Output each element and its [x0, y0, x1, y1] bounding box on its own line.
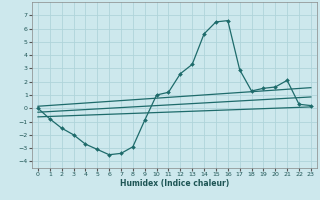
X-axis label: Humidex (Indice chaleur): Humidex (Indice chaleur): [120, 179, 229, 188]
